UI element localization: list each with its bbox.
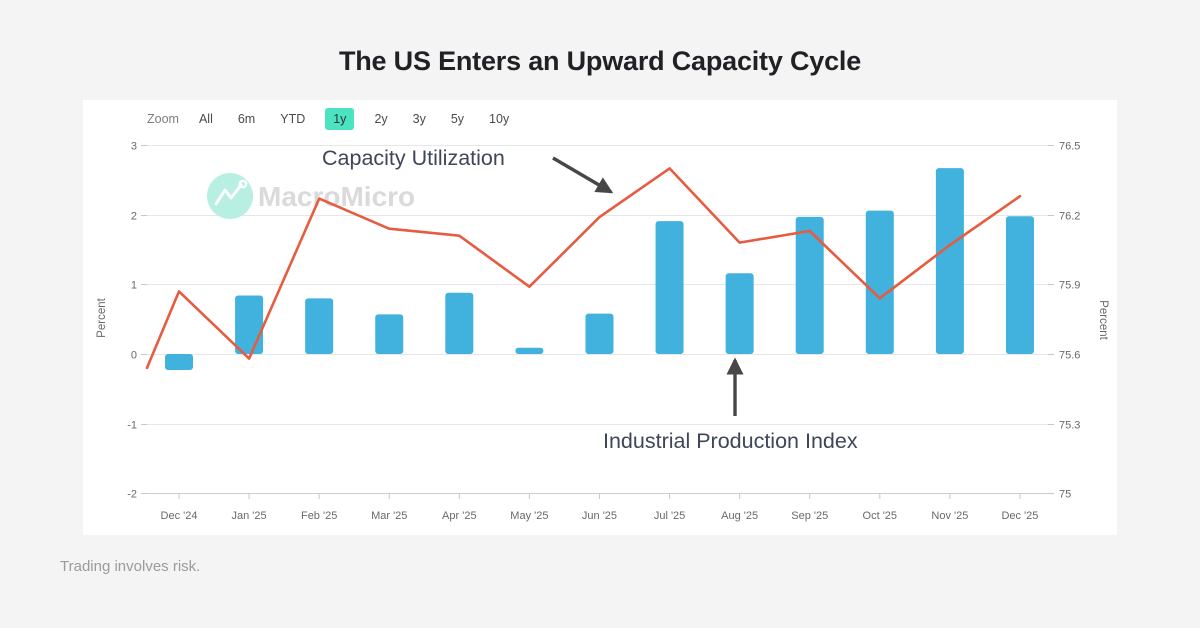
x-axis-month-label: Oct '25 (863, 510, 898, 522)
right-axis-tick-label: 75 (1059, 489, 1071, 501)
range-button-6m[interactable]: 6m (233, 108, 260, 130)
range-button-1y[interactable]: 1y (325, 108, 355, 130)
ipi-bar-aug25[interactable] (725, 273, 754, 354)
ipi-bar-mar25[interactable] (375, 314, 404, 354)
capacity-utilization-line-layer (145, 167, 1022, 370)
annotation-arrow-capacity-utilization (552, 156, 614, 194)
gridlines (141, 145, 1054, 499)
x-axis-month-label: Dec '24 (161, 510, 198, 522)
ipi-bar-nov25[interactable] (935, 168, 964, 354)
right-axis-tick-label: 76.2 (1059, 211, 1080, 223)
ipi-bar-sep25[interactable] (795, 216, 824, 354)
left-axis-tick-label: 2 (131, 211, 137, 223)
range-button-ytd[interactable]: YTD (275, 108, 310, 130)
x-axis-month-label: Mar '25 (371, 510, 407, 522)
ipi-bar-jan25[interactable] (235, 295, 264, 354)
ipi-bar-may25[interactable] (515, 347, 544, 354)
axis-labels: 3 76.5 2 76.2 1 75.9 0 75.6 -1 75.3 -2 75 Dec '24 Jan… (127, 141, 1080, 523)
annotation-industrial-production-index: Industrial Production Index (603, 429, 858, 453)
annotation-capacity-utilization: Capacity Utilization (322, 146, 505, 170)
capacity-chart-canvas: MacroMicro 3 76.5 2 76.2 1 75.9 0 75.6 -1 75.3 -2 7… (96, 141, 1109, 523)
range-button-10y[interactable]: 10y (484, 108, 514, 130)
left-axis-tick-label: 0 (131, 350, 137, 362)
ipi-bar-apr25[interactable] (445, 292, 474, 354)
x-axis-month-label: Aug '25 (721, 510, 758, 522)
x-axis-month-label: May '25 (510, 510, 548, 522)
range-button-5y[interactable]: 5y (446, 108, 469, 130)
industrial-production-bars (165, 168, 1034, 371)
ipi-bar-oct25[interactable] (865, 210, 894, 354)
right-axis-tick-label: 75.6 (1059, 350, 1080, 362)
left-axis-tick-label: 3 (131, 141, 137, 153)
x-axis-month-label: Apr '25 (442, 510, 477, 522)
x-axis-month-label: Feb '25 (301, 510, 337, 522)
x-axis-month-label: Jul '25 (654, 510, 685, 522)
left-axis-tick-label: -2 (127, 489, 137, 501)
ipi-bar-jul25[interactable] (655, 221, 684, 354)
ipi-bar-feb25[interactable] (305, 298, 334, 354)
left-axis-tick-label: 1 (131, 280, 137, 292)
range-button-3y[interactable]: 3y (408, 108, 431, 130)
right-axis-title: Percent (1097, 300, 1109, 340)
right-axis-tick-label: 75.9 (1059, 280, 1080, 292)
disclaimer-text: Trading involves risk. (60, 558, 201, 575)
macromicro-watermark: MacroMicro (207, 173, 415, 219)
ipi-bar-jun25[interactable] (585, 313, 614, 354)
annotations: Capacity Utilization Industrial Producti… (322, 146, 858, 453)
right-axis-tick-label: 75.3 (1059, 420, 1080, 432)
x-axis-month-label: Dec '25 (1001, 510, 1038, 522)
left-axis-title: Percent (96, 297, 108, 337)
page-title: The US Enters an Upward Capacity Cycle (338, 46, 862, 76)
x-axis-month-label: Nov '25 (931, 510, 968, 522)
logo-trendline-dot-icon (238, 179, 248, 189)
range-button-all[interactable]: All (194, 108, 218, 130)
ipi-bar-dec24[interactable] (165, 354, 193, 371)
annotation-arrows (552, 156, 744, 416)
range-button-2y[interactable]: 2y (369, 108, 392, 130)
zoom-label: Zoom (147, 112, 179, 126)
x-axis-month-label: Jan '25 (232, 510, 267, 522)
chart-card: Zoom All 6m YTD 1y 2y 3y 5y 10y MacroMicro 3 76.… (83, 100, 1117, 535)
left-axis-tick-label: -1 (127, 420, 137, 432)
range-selector-toolbar: Zoom All 6m YTD 1y 2y 3y 5y 10y (147, 108, 514, 130)
capacity-utilization-line[interactable] (145, 167, 1022, 370)
logo-trendline-icon (214, 183, 243, 206)
x-axis-month-label: Jun '25 (582, 510, 617, 522)
x-axis-month-label: Sep '25 (791, 510, 828, 522)
ipi-bar-dec25[interactable] (1005, 216, 1034, 354)
right-axis-tick-label: 76.5 (1059, 141, 1080, 153)
